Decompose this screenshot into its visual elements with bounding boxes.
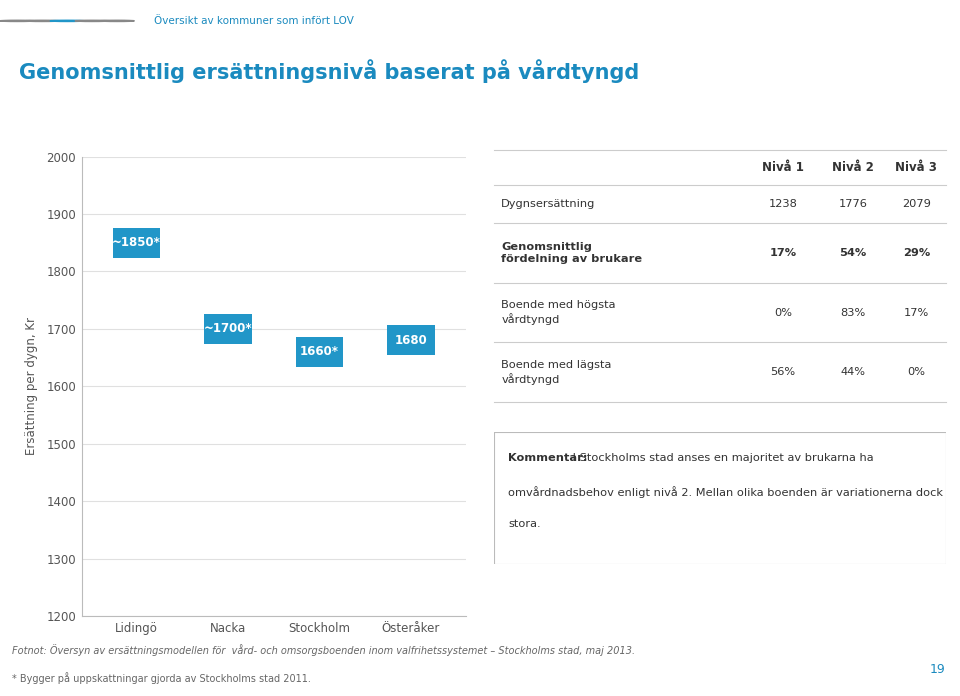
Text: Boende med lägsta
vårdtyngd: Boende med lägsta vårdtyngd [501,360,612,385]
Text: I Stockholms stad anses en majoritet av brukarna ha: I Stockholms stad anses en majoritet av … [569,452,874,463]
Bar [296,337,343,367]
Text: Fotnot: Översyn av ersättningsmodellen för  vård- och omsorgsboenden inom valfri: Fotnot: Översyn av ersättningsmodellen f… [12,644,635,656]
Text: 17%: 17% [770,248,797,258]
Text: 1680: 1680 [395,334,427,347]
Text: Nivå 2: Nivå 2 [832,161,874,174]
Text: 54%: 54% [839,248,867,258]
Circle shape [25,20,60,22]
Text: Genomsnittlig ersättningsnivå baserat på vårdtyngd: Genomsnittlig ersättningsnivå baserat på… [19,59,639,83]
Text: 0%: 0% [774,308,792,317]
Text: 1238: 1238 [769,199,798,209]
Text: 83%: 83% [840,308,866,317]
Text: Stockholms stad - exempel: Stockholms stad - exempel [505,118,684,131]
Bar [204,314,252,344]
Text: 17%: 17% [903,308,929,317]
Text: 44%: 44% [841,367,866,377]
Text: Kommentar:: Kommentar: [508,452,588,463]
Circle shape [75,20,109,22]
Text: 29%: 29% [902,248,930,258]
Text: * Bygger på uppskattningar gjorda av Stockholms stad 2011.: * Bygger på uppskattningar gjorda av Sto… [12,672,310,684]
Text: 56%: 56% [771,367,796,377]
Bar [112,228,160,258]
Text: Dygnsersättning: Dygnsersättning [501,199,595,209]
Circle shape [0,20,35,22]
Text: 19: 19 [929,663,945,677]
Circle shape [100,20,134,22]
Y-axis label: Ersättning per dygn, Kr: Ersättning per dygn, Kr [25,317,38,455]
Text: Genomsnittlig
fördelning av brukare: Genomsnittlig fördelning av brukare [501,242,642,264]
Circle shape [50,20,84,22]
Text: Nivå 3: Nivå 3 [896,161,937,174]
Text: omvårdnadsbehov enligt nivå 2. Mellan olika boenden är variationerna dock: omvårdnadsbehov enligt nivå 2. Mellan ol… [508,486,943,498]
Text: ~1700*: ~1700* [204,322,252,335]
Bar [387,326,435,355]
Text: Boende med högsta
vårdtyngd: Boende med högsta vårdtyngd [501,300,615,325]
Text: Översikt av kommuner som infört LOV: Översikt av kommuner som infört LOV [154,16,353,26]
Text: 1776: 1776 [839,199,868,209]
Text: 0%: 0% [907,367,925,377]
Text: 1660*: 1660* [300,345,339,358]
Text: Nivå 1: Nivå 1 [762,161,804,174]
Text: Genomsnittlig dygnsersättning till utförare i LOV system: Genomsnittlig dygnsersättning till utför… [23,118,400,131]
Text: 2079: 2079 [901,199,930,209]
Text: stora.: stora. [508,519,540,529]
Text: ~1850*: ~1850* [112,236,161,249]
